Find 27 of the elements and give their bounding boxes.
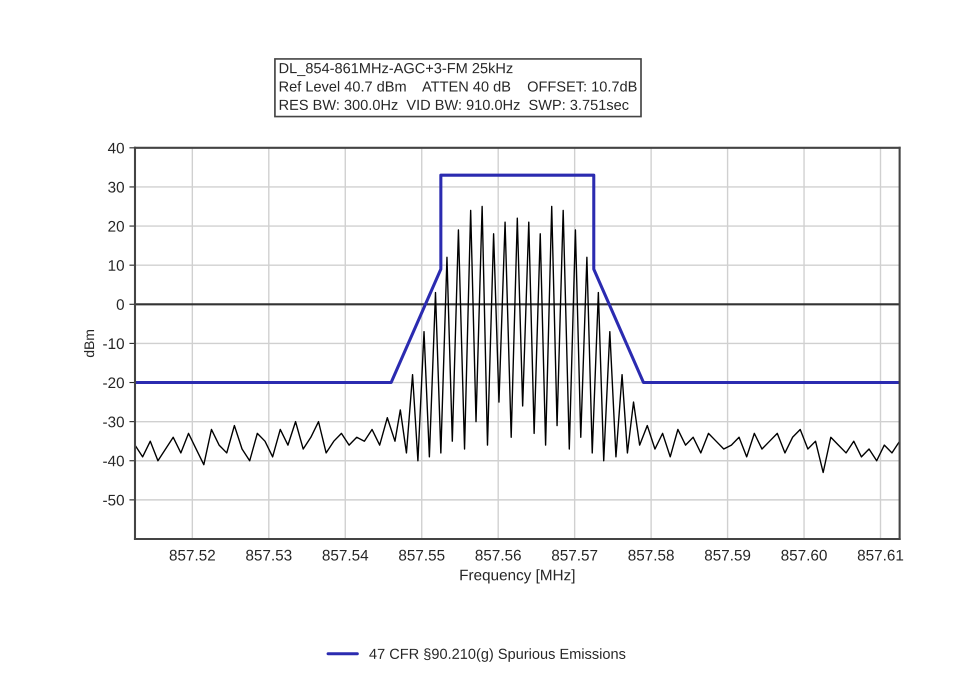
x-tick-label: 857.52 <box>170 550 215 561</box>
x-tick-label: 857.59 <box>704 550 750 561</box>
y-tick-label: -30 <box>103 416 124 428</box>
x-tick-label: 857.61 <box>858 550 904 561</box>
text: Ref Level 40.7 dBm ATTEN 40 dB OFFSET: 10.7dB <box>280 80 637 92</box>
y-tick-label: 0 <box>116 299 124 310</box>
legend-label: 47 CFR §90.210(g) Spurious Emissions <box>369 648 626 662</box>
y-axis-title: dBm <box>84 330 94 358</box>
x-tick-label: 857.56 <box>475 550 521 561</box>
y-tick-label: -40 <box>103 456 124 466</box>
y-tick-label: -50 <box>103 494 124 506</box>
x-tick-label: 857.58 <box>628 550 674 561</box>
x-tick-label: 857.55 <box>399 550 444 561</box>
x-tick-label: 857.57 <box>552 550 598 561</box>
text: RES BW: 300.0Hz VID BW: 910.0Hz SWP: 3.751sec <box>280 100 629 110</box>
y-tick-label: -20 <box>103 377 124 388</box>
line-series <box>134 206 900 474</box>
y-tick-label: 40 <box>108 142 124 154</box>
y-tick-label: -10 <box>103 338 124 350</box>
x-axis-title: Frequency [MHz] <box>460 569 574 584</box>
x-tick-label: 857.54 <box>322 550 368 561</box>
y-tick-label: 20 <box>108 220 124 232</box>
y-tick-label: 10 <box>108 260 124 271</box>
text: DL_854-861MHz-AGC+3-FM 25kHz <box>280 62 512 76</box>
x-tick-label: 857.60 <box>781 550 827 561</box>
y-tick-label: 30 <box>108 182 124 193</box>
x-tick-label: 857.53 <box>246 550 292 561</box>
